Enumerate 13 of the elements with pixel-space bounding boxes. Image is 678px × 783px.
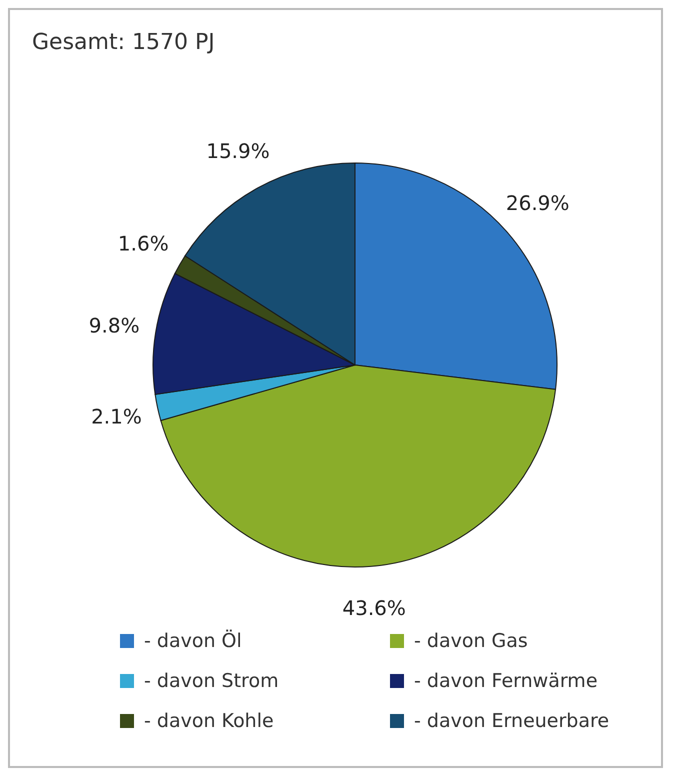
chart-title: Gesamt: 1570 PJ [32, 30, 215, 55]
data-label: 2.1% [91, 404, 142, 428]
legend-label: - davon Erneuerbare [414, 710, 610, 732]
legend-label: - davon Öl [144, 630, 242, 652]
legend-label: - davon Strom [144, 670, 279, 692]
data-label: 9.8% [88, 314, 140, 338]
data-label: 26.9% [506, 191, 570, 216]
data-label: 15.9% [206, 138, 270, 163]
data-label: 43.6% [342, 596, 406, 620]
legend-label: - davon Gas [414, 630, 528, 652]
legend-label: - davon Kohle [144, 710, 274, 732]
legend-label: - davon Fernwärme [414, 670, 598, 692]
data-label: 1.6% [118, 232, 169, 256]
